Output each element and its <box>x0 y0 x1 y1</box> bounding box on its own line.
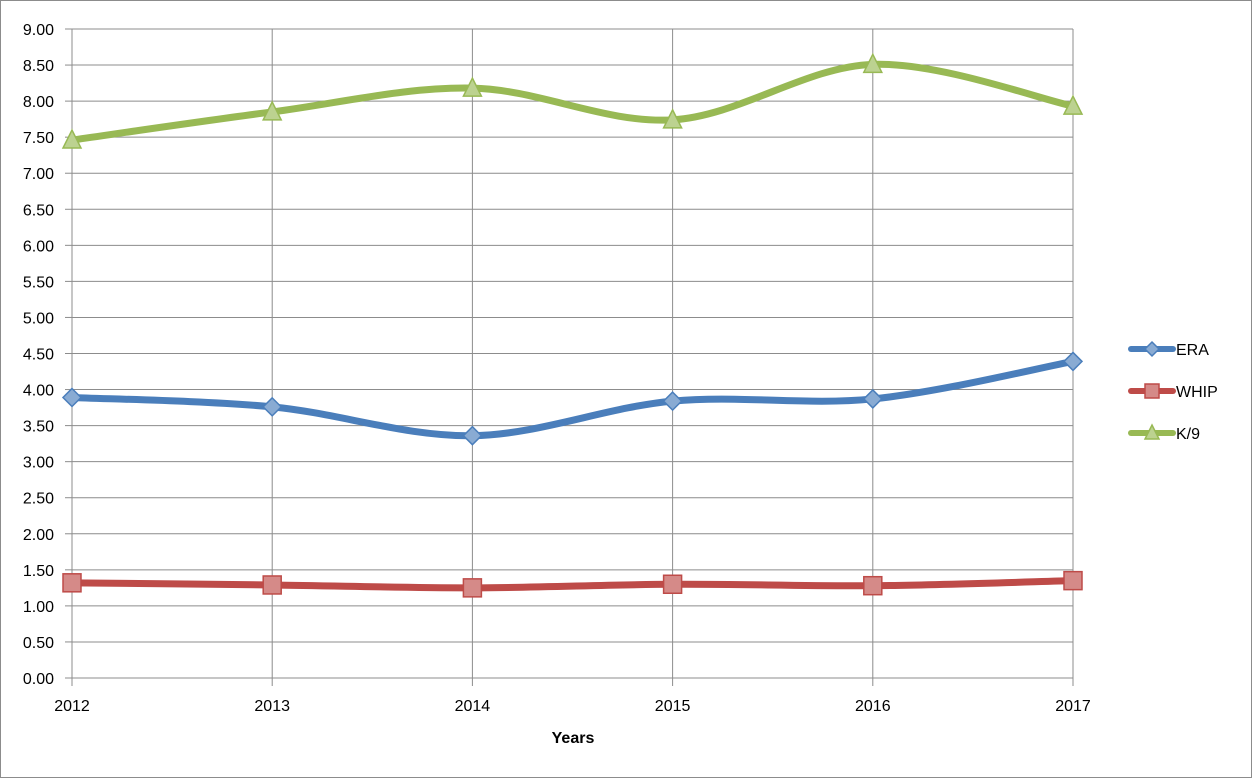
legend-marker-era <box>1143 340 1161 358</box>
y-tick-label: 8.50 <box>23 58 54 75</box>
y-tick-label: 2.00 <box>23 527 54 544</box>
legend-label-k9: K/9 <box>1176 426 1200 443</box>
y-tick-label: 9.00 <box>23 22 54 39</box>
y-tick-label: 3.00 <box>23 455 54 472</box>
data-point-era <box>61 387 83 408</box>
x-tick-label: 2014 <box>455 698 491 715</box>
x-tick-label: 2015 <box>655 698 691 715</box>
series-lines <box>68 60 1077 592</box>
y-tick-label: 4.00 <box>23 383 54 400</box>
data-point-whip <box>863 575 883 596</box>
x-tick-label: 2017 <box>1055 698 1091 715</box>
y-tick-label: 1.00 <box>23 599 54 616</box>
data-point-whip <box>1063 570 1083 591</box>
y-axis-ticks: 0.00 0.50 1.00 1.50 2.00 2.50 3.00 3.50 4.00 4.50… <box>23 22 54 688</box>
legend: ERA WHIP K/9 <box>1128 340 1218 443</box>
y-tick-label: 8.00 <box>23 94 54 111</box>
data-point-k9 <box>662 108 683 129</box>
legend-marker-k9 <box>1143 423 1161 440</box>
series-line-k9 <box>68 60 1077 144</box>
data-point-era <box>1062 351 1084 372</box>
y-tick-label: 5.00 <box>23 310 54 327</box>
x-axis-ticks: 2012 2013 2014 2015 2016 2017 <box>54 698 1091 715</box>
y-tick-label: 4.50 <box>23 347 54 364</box>
data-point-k9 <box>261 100 283 121</box>
x-axis-title: Years <box>552 730 595 747</box>
y-tick-label: 0.50 <box>23 635 54 652</box>
data-point-whip <box>462 578 483 598</box>
legend-marker-whip <box>1144 383 1160 399</box>
data-point-whip <box>62 573 82 593</box>
data-point-whip <box>262 575 282 595</box>
x-tick-label: 2016 <box>855 698 891 715</box>
y-tick-label: 2.50 <box>23 491 54 508</box>
series-line-era <box>68 357 1077 440</box>
data-point-whip <box>662 574 683 595</box>
y-tick-label: 6.00 <box>23 238 54 255</box>
y-tick-label: 0.00 <box>23 671 54 688</box>
data-point-era <box>862 388 883 409</box>
data-point-k9 <box>462 76 483 97</box>
y-tick-label: 7.50 <box>23 130 54 147</box>
y-tick-label: 5.50 <box>23 274 54 291</box>
y-tick-label: 3.50 <box>23 419 54 436</box>
legend-label-era: ERA <box>1176 342 1209 359</box>
y-tick-label: 7.00 <box>23 166 54 183</box>
series-markers <box>61 52 1084 598</box>
data-point-era <box>462 425 483 446</box>
x-tick-label: 2013 <box>254 698 290 715</box>
data-point-era <box>662 391 683 412</box>
data-point-k9 <box>862 52 884 74</box>
x-tick-label: 2012 <box>54 698 90 715</box>
data-point-era <box>262 396 283 417</box>
y-tick-label: 1.50 <box>23 563 54 580</box>
series-line-whip <box>68 577 1077 592</box>
legend-label-whip: WHIP <box>1176 384 1218 401</box>
data-point-k9 <box>1062 94 1084 115</box>
y-tick-label: 6.50 <box>23 202 54 219</box>
data-point-k9 <box>61 128 83 149</box>
